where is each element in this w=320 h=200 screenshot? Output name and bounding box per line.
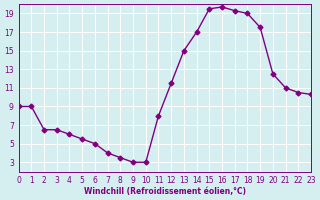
- X-axis label: Windchill (Refroidissement éolien,°C): Windchill (Refroidissement éolien,°C): [84, 187, 246, 196]
